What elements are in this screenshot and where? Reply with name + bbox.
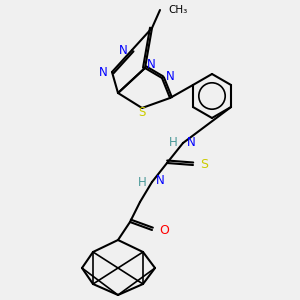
Text: N: N [187,136,196,148]
Text: S: S [138,106,146,118]
Text: CH₃: CH₃ [168,5,187,15]
Text: H: H [169,136,178,148]
Text: H: H [138,176,147,190]
Text: O: O [159,224,169,236]
Text: N: N [99,65,108,79]
Text: N: N [166,70,175,83]
Text: N: N [156,175,165,188]
Text: N: N [119,44,128,56]
Text: S: S [200,158,208,172]
Text: N: N [147,58,156,71]
